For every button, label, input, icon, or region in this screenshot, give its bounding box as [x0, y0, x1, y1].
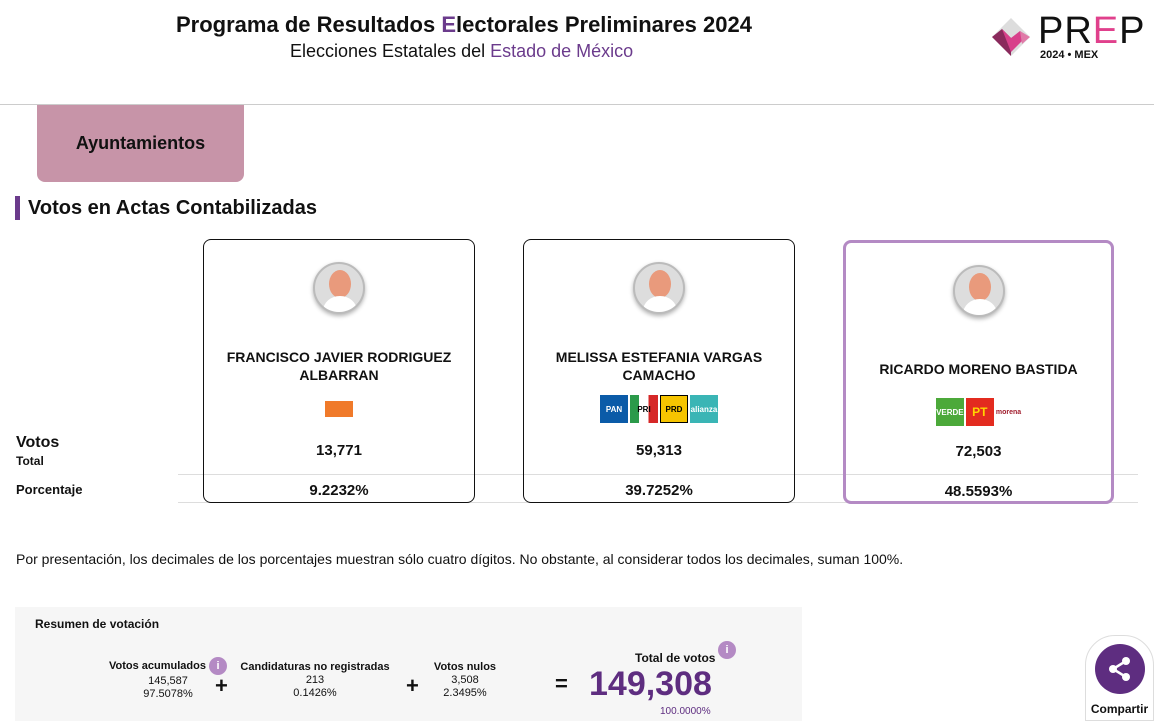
prep-logo[interactable]: PREP 2024 • MEX [988, 10, 1148, 64]
total-votos-value: 149,308 [589, 665, 712, 703]
candidate-card[interactable]: FRANCISCO JAVIER RODRIGUEZ ALBARRAN 13,7… [203, 239, 475, 503]
morena-logo-icon: morena [995, 408, 1022, 416]
plus-sign: + [215, 673, 228, 698]
candidate-percentage: 9.2232% [309, 482, 369, 499]
prd-logo-icon: PRD [660, 395, 688, 423]
total-label: Total [16, 454, 44, 468]
summary-title: Resumen de votación [35, 617, 160, 631]
page-title: Programa de Resultados Electorales Preli… [176, 12, 752, 37]
candidate-card-selected[interactable]: RICARDO MORENO BASTIDA VERDE PT morena 7… [843, 240, 1114, 504]
candidate-votes: 13,771 [316, 442, 362, 459]
candidate-name: FRANCISCO JAVIER RODRIGUEZ ALBARRAN [226, 349, 452, 383]
porcentaje-label: Porcentaje [16, 482, 83, 497]
candidate-votes: 59,313 [636, 442, 682, 459]
candidate-name: RICARDO MORENO BASTIDA [879, 361, 1078, 377]
candidate-card[interactable]: MELISSA ESTEFANIA VARGAS CAMACHO PAN PRI… [523, 239, 795, 503]
candidate-percentage: 39.7252% [625, 482, 693, 499]
divider [178, 474, 1138, 475]
mc-logo-icon [325, 401, 353, 417]
share-icon [1108, 657, 1130, 681]
share-button[interactable]: Compartir [1085, 635, 1154, 721]
equals-sign: = [555, 671, 568, 696]
percentage-note: Por presentación, los decimales de los p… [16, 551, 904, 567]
plus-sign: + [406, 673, 419, 698]
info-icon[interactable]: i [718, 641, 736, 659]
votos-acumulados: Votos acumulados i 145,587 97.5078% [103, 657, 233, 701]
section-title: Votos en Actas Contabilizadas [15, 196, 317, 220]
share-label: Compartir [1090, 702, 1149, 716]
vote-summary: Resumen de votación Votos acumulados i 1… [15, 607, 802, 721]
header: Programa de Resultados Electorales Preli… [0, 0, 1154, 105]
party-logos [204, 394, 474, 424]
pri-logo-icon: PRI [630, 395, 658, 423]
tab-ayuntamientos[interactable]: Ayuntamientos [37, 105, 244, 182]
page-subtitle: Elecciones Estatales del Estado de Méxic… [290, 41, 634, 61]
info-icon[interactable]: i [209, 657, 228, 675]
avatar [633, 262, 685, 314]
total-votos-label: Total de votos [635, 651, 716, 665]
avatar [313, 262, 365, 314]
candidate-percentage: 48.5593% [944, 483, 1013, 500]
candidaturas-no-registradas: Candidaturas no registradas 213 0.1426% [240, 661, 390, 699]
party-logos: PAN PRI PRD alianza [524, 394, 794, 424]
total-votos-pct: 100.0000% [660, 706, 711, 717]
prep-logo-icon [992, 18, 1030, 56]
pan-logo-icon: PAN [600, 395, 628, 423]
avatar [952, 265, 1005, 317]
party-logos: VERDE PT morena [846, 397, 1111, 427]
pt-logo-icon: PT [965, 398, 994, 426]
votos-nulos: Votos nulos 3,508 2.3495% [433, 661, 497, 699]
candidate-votes: 72,503 [955, 443, 1002, 460]
candidate-name: MELISSA ESTEFANIA VARGAS CAMACHO [555, 349, 763, 383]
votos-label: Votos [16, 434, 60, 451]
alianza-logo-icon: alianza [690, 395, 718, 423]
verde-logo-icon: VERDE [935, 398, 964, 426]
